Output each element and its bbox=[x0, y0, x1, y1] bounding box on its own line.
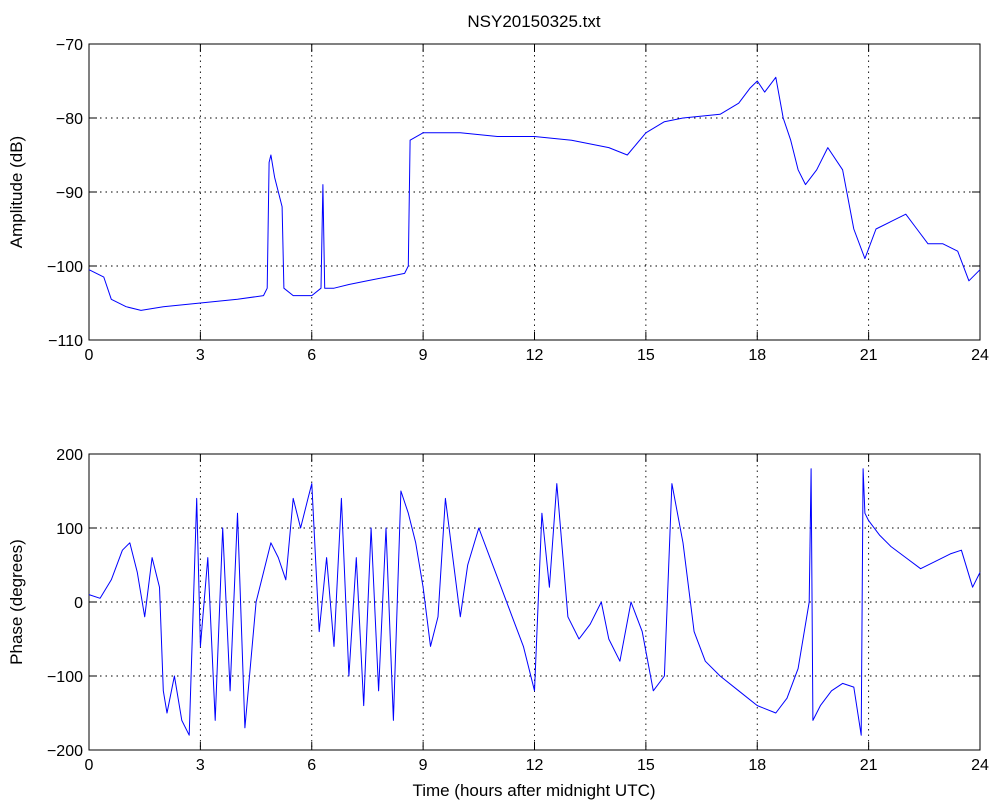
y-tick-label: −100 bbox=[47, 259, 83, 276]
x-axis-label: Time (hours after midnight UTC) bbox=[412, 781, 655, 800]
phase-tick-marks bbox=[88, 453, 981, 751]
y-tick-label: −90 bbox=[56, 185, 83, 202]
x-tick-label: 24 bbox=[971, 757, 989, 774]
amplitude-grid bbox=[89, 44, 980, 340]
phase-series-line bbox=[88, 468, 981, 736]
y-tick-label: 200 bbox=[56, 447, 83, 464]
y-tick-label: −200 bbox=[47, 743, 83, 760]
phase-grid bbox=[89, 454, 980, 750]
y-tick-label: 100 bbox=[56, 521, 83, 538]
y-tick-label: −110 bbox=[48, 333, 83, 350]
x-tick-label: 24 bbox=[971, 347, 989, 364]
x-tick-label: 12 bbox=[526, 347, 544, 364]
amplitude-tick-marks bbox=[88, 43, 981, 341]
x-tick-label: 9 bbox=[419, 347, 428, 364]
x-tick-label: 21 bbox=[860, 347, 878, 364]
phase-panel: 0 3 6 9 12 15 18 21 24 200 100 0 −100 −200 Phase (de… bbox=[7, 447, 989, 800]
amplitude-y-axis-label: Amplitude (dB) bbox=[7, 136, 26, 248]
y-tick-label: 0 bbox=[74, 595, 83, 612]
x-tick-label: 18 bbox=[748, 347, 766, 364]
x-tick-label: 0 bbox=[85, 347, 94, 364]
phase-y-tick-labels: 200 100 0 −100 −200 bbox=[47, 447, 83, 760]
x-tick-label: 15 bbox=[637, 347, 655, 364]
amplitude-series-line bbox=[88, 76, 981, 311]
x-tick-label: 15 bbox=[637, 757, 655, 774]
x-tick-label: 21 bbox=[860, 757, 878, 774]
y-tick-label: −80 bbox=[56, 111, 83, 128]
amplitude-x-tick-labels: 0 3 6 9 12 15 18 21 24 bbox=[85, 347, 989, 364]
x-tick-label: 3 bbox=[196, 757, 205, 774]
phase-y-axis-label: Phase (degrees) bbox=[7, 539, 26, 665]
amplitude-panel: NSY20150325.txt 0 3 6 9 12 15 18 21 24 −70 −80 −90… bbox=[7, 12, 989, 364]
x-tick-label: 6 bbox=[307, 347, 316, 364]
x-tick-label: 9 bbox=[419, 757, 428, 774]
x-tick-label: 18 bbox=[748, 757, 766, 774]
amplitude-y-tick-labels: −70 −80 −90 −100 −110 bbox=[47, 37, 83, 350]
x-tick-label: 3 bbox=[196, 347, 205, 364]
y-tick-label: −100 bbox=[47, 669, 83, 686]
chart-title: NSY20150325.txt bbox=[467, 12, 601, 31]
x-tick-label: 12 bbox=[526, 757, 544, 774]
x-tick-label: 6 bbox=[307, 757, 316, 774]
phase-x-tick-labels: 0 3 6 9 12 15 18 21 24 bbox=[85, 757, 989, 774]
y-tick-label: −70 bbox=[56, 37, 83, 54]
x-tick-label: 0 bbox=[85, 757, 94, 774]
